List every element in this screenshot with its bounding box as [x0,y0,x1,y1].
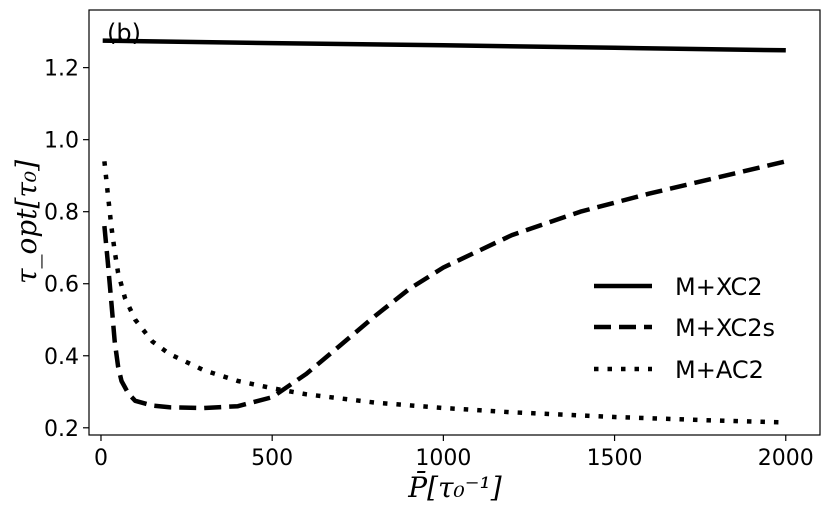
y-tick-label: 0.6 [44,273,79,298]
plot-frame [88,9,821,436]
legend-label-m-xc2s: M+XC2s [675,314,775,342]
legend-label-m-xc2: M+XC2 [675,273,763,301]
y-tick-label: 0.4 [44,345,79,370]
y-tick-label: 0.8 [44,201,79,226]
ticks-layer: 0 500 1000 1500 2000 0.2 0.4 0.6 0.8 1.0 1.2 [44,57,814,471]
series-line-m-xc2 [102,38,786,53]
x-tick-label: 1000 [415,446,471,471]
x-tick-label: 2000 [758,446,814,471]
x-axis-label: P̄[τ₀⁻¹] [407,470,501,504]
y-tick-label: 1.0 [44,129,79,154]
panel-label: (b) [107,19,141,47]
series-line-m-xc2s [102,159,787,411]
series-layer [102,38,787,425]
x-tick-label: 500 [251,446,293,471]
x-tick-label: 0 [94,446,108,471]
legend-label-m-ac2: M+AC2 [675,356,764,384]
y-axis-label: τ_opt[τ₀] [10,160,43,284]
y-tick-label: 1.2 [44,57,79,82]
y-tick-label: 0.2 [44,417,79,442]
x-tick-label: 1500 [587,446,643,471]
legend: M+XC2 M+XC2s M+AC2 [594,273,775,384]
